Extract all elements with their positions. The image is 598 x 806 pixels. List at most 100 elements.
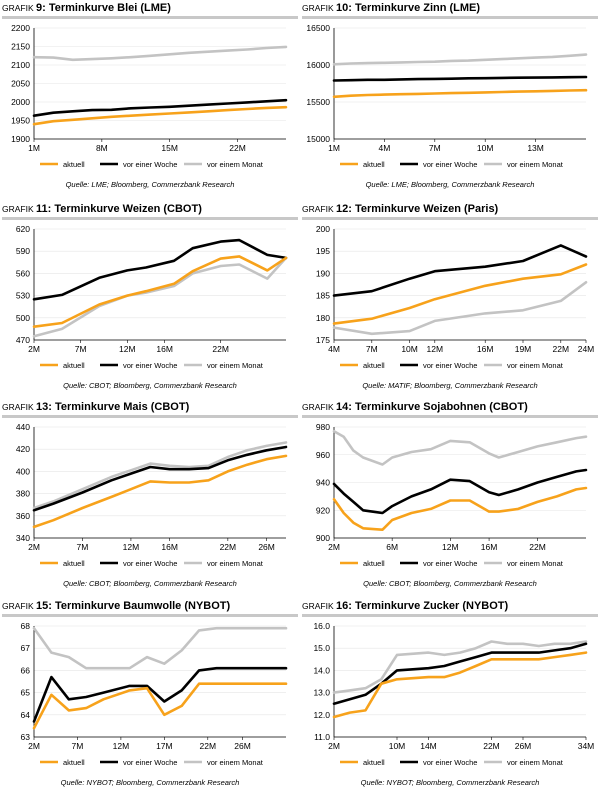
chart-panel: GRAFIK 10: Terminkurve Zinn (LME) 15000 15…	[302, 2, 598, 202]
x-tick-label: 1M	[28, 143, 40, 153]
chart-title-prefix: GRAFIK	[2, 3, 37, 13]
series-line-monat	[332, 429, 588, 466]
series-line-woche	[32, 238, 288, 301]
x-tick-label: 19M	[515, 344, 532, 354]
chart-svg: 900 920 940 960 980 2M 6M 12M 16M 22M aktuell vor e…	[316, 422, 588, 568]
chart-svg: 175 180 185 190 195 200 4M 7M 10M 12M 16M 19M 22M 24M…	[316, 224, 595, 370]
x-tick-label: 2M	[328, 542, 340, 552]
x-tick-label: 24M	[578, 344, 595, 354]
y-tick-label: 190	[316, 268, 330, 278]
y-tick-label: 920	[316, 505, 330, 515]
legend-label-monat: vor einem Monat	[507, 160, 564, 169]
x-tick-label: 4M	[378, 143, 390, 153]
chart-source: Quelle: NYBOT; Bloomberg, Commerzbank Re…	[60, 778, 240, 787]
y-tick-label: 68	[21, 621, 31, 631]
chart-title-text: 10: Terminkurve Zinn (LME)	[336, 2, 481, 14]
series-line-woche	[32, 98, 288, 117]
x-tick-label: 2M	[28, 542, 40, 552]
chart-title-text: 11: Terminkurve Weizen (CBOT)	[36, 203, 202, 215]
legend-label-aktuell: aktuell	[363, 559, 385, 568]
y-tick-label: 380	[16, 489, 30, 499]
y-tick-label: 14.0	[313, 665, 330, 675]
y-tick-label: 15000	[306, 134, 330, 144]
chart-source: Quelle: LME; Bloomberg, Commerzbank Rese…	[65, 180, 235, 189]
x-tick-label: 22M	[529, 542, 546, 552]
series-line-aktuell	[32, 105, 288, 126]
y-tick-label: 16500	[306, 23, 330, 33]
x-tick-label: 12M	[442, 542, 459, 552]
x-tick-label: 26M	[258, 542, 275, 552]
title-rule	[2, 415, 298, 418]
y-tick-label: 2100	[11, 60, 30, 70]
y-tick-label: 2050	[11, 79, 30, 89]
legend-label-aktuell: aktuell	[63, 160, 85, 169]
y-tick-label: 180	[316, 313, 330, 323]
legend-label-monat: vor einem Monat	[507, 361, 564, 370]
chart-title-prefix: GRAFIK	[302, 601, 337, 611]
chart-panel: GRAFIK 13: Terminkurve Mais (CBOT) 340 360…	[2, 401, 298, 601]
y-tick-label: 15.0	[313, 643, 330, 653]
x-tick-label: 34M	[578, 741, 595, 751]
chart-title-text: 14: Terminkurve Sojabohnen (CBOT)	[336, 401, 528, 413]
series-line-woche	[32, 445, 288, 512]
legend-label-monat: vor einem Monat	[207, 361, 264, 370]
legend-label-monat: vor einem Monat	[507, 758, 564, 767]
x-tick-label: 16M	[161, 542, 178, 552]
x-tick-label: 1M	[328, 143, 340, 153]
chart-title-text: 12: Terminkurve Weizen (Paris)	[336, 203, 499, 215]
legend-label-woche: vor einer Woche	[423, 160, 477, 169]
chart-svg: 470 500 530 560 590 620 2M 7M 12M 16M 22M aktuell vo…	[16, 224, 288, 370]
x-tick-label: 2M	[328, 741, 340, 751]
y-tick-label: 590	[16, 246, 30, 256]
y-tick-label: 66	[21, 665, 31, 675]
title-rule	[302, 217, 598, 220]
x-tick-label: 22M	[229, 143, 246, 153]
legend-label-aktuell: aktuell	[63, 361, 85, 370]
x-tick-label: 4M	[328, 344, 340, 354]
x-tick-label: 13M	[527, 143, 544, 153]
series-line-aktuell	[332, 651, 588, 719]
legend-label-monat: vor einem Monat	[507, 559, 564, 568]
y-tick-label: 1950	[11, 116, 30, 126]
legend-label-aktuell: aktuell	[363, 361, 385, 370]
x-tick-label: 22M	[212, 344, 229, 354]
x-tick-label: 15M	[161, 143, 178, 153]
chart-title-prefix: GRAFIK	[302, 3, 337, 13]
y-tick-label: 1900	[11, 134, 30, 144]
y-tick-label: 13.0	[313, 688, 330, 698]
y-tick-label: 530	[16, 291, 30, 301]
x-tick-label: 10M	[389, 741, 406, 751]
series-line-monat	[32, 45, 288, 62]
x-tick-label: 26M	[234, 741, 251, 751]
chart-title: GRAFIK 14: Terminkurve Sojabohnen (CBOT)	[302, 401, 528, 413]
chart-title: GRAFIK 15: Terminkurve Baumwolle (NYBOT)	[2, 600, 230, 612]
legend-label-aktuell: aktuell	[363, 160, 385, 169]
chart-title-prefix: GRAFIK	[2, 402, 37, 412]
series-line-monat	[32, 441, 288, 510]
x-tick-label: 12M	[119, 344, 136, 354]
chart-title-prefix: GRAFIK	[2, 601, 37, 611]
x-tick-label: 2M	[28, 741, 40, 751]
y-tick-label: 12.0	[313, 710, 330, 720]
y-tick-label: 900	[316, 533, 330, 543]
y-tick-label: 63	[21, 732, 31, 742]
x-tick-label: 16M	[156, 344, 173, 354]
series-line-monat	[32, 256, 288, 338]
x-tick-label: 7M	[75, 344, 87, 354]
x-tick-label: 7M	[366, 344, 378, 354]
title-rule	[2, 16, 298, 19]
series-line-monat	[332, 640, 588, 694]
x-tick-label: 22M	[200, 741, 217, 751]
chart-title: GRAFIK 12: Terminkurve Weizen (Paris)	[302, 203, 498, 215]
series-line-woche	[32, 666, 288, 723]
series-line-aktuell	[32, 255, 288, 328]
legend-label-woche: vor einer Woche	[123, 559, 177, 568]
x-tick-label: 14M	[420, 741, 437, 751]
legend-label-woche: vor einer Woche	[423, 559, 477, 568]
x-tick-label: 12M	[123, 542, 140, 552]
chart-title: GRAFIK 13: Terminkurve Mais (CBOT)	[2, 401, 189, 413]
series-line-monat	[32, 626, 288, 670]
y-tick-label: 400	[16, 466, 30, 476]
legend-label-monat: vor einem Monat	[207, 559, 264, 568]
x-tick-label: 7M	[72, 741, 84, 751]
